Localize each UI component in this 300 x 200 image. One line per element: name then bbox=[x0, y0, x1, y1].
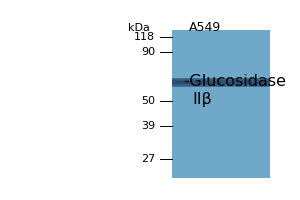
Text: 90: 90 bbox=[141, 47, 155, 57]
Text: 50: 50 bbox=[141, 96, 155, 106]
Bar bbox=[172, 80, 270, 81]
Bar bbox=[172, 82, 270, 83]
Bar bbox=[172, 30, 270, 178]
Bar bbox=[172, 83, 270, 84]
Text: -Glucosidase: -Glucosidase bbox=[183, 74, 286, 89]
Text: 118: 118 bbox=[134, 32, 155, 42]
Text: A549: A549 bbox=[189, 21, 221, 34]
Bar bbox=[172, 78, 270, 79]
Bar bbox=[172, 86, 270, 87]
Bar bbox=[172, 81, 270, 82]
Text: 27: 27 bbox=[141, 154, 155, 164]
Bar bbox=[172, 85, 270, 86]
Text: kDa: kDa bbox=[128, 23, 150, 33]
Bar bbox=[172, 79, 270, 80]
Text: 39: 39 bbox=[141, 121, 155, 131]
Text: IIβ: IIβ bbox=[192, 92, 212, 107]
Bar bbox=[172, 84, 270, 85]
